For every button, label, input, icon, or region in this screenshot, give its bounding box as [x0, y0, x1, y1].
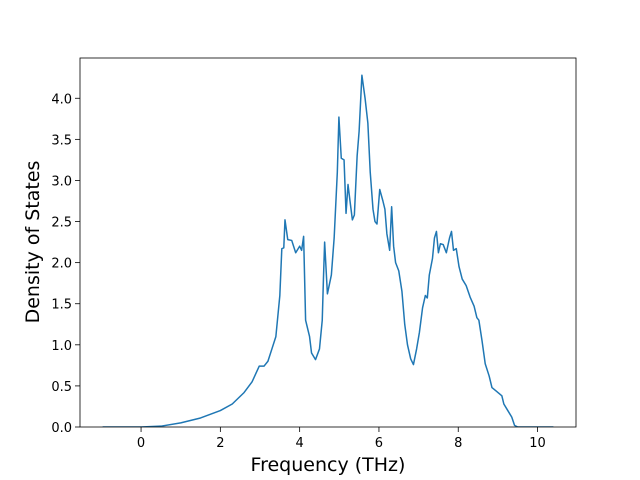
y-tick-label: 1.5 — [51, 298, 72, 313]
data-line — [102, 74, 554, 427]
x-axis-label: Frequency (THz) — [251, 454, 406, 476]
x-tick-label: 10 — [529, 436, 546, 451]
y-tick-label: 0.5 — [51, 380, 72, 395]
x-tick-label: 2 — [216, 436, 224, 451]
y-tick-label: 2.0 — [51, 257, 72, 272]
y-tick-label: 4.0 — [51, 92, 72, 107]
plot-frame — [79, 57, 577, 428]
y-axis-label: Density of States — [22, 161, 44, 324]
x-tick-label: 6 — [375, 436, 383, 451]
y-tick-label: 3.5 — [51, 133, 72, 148]
x-tick-label: 8 — [454, 436, 462, 451]
y-tick-label: 3.0 — [51, 174, 72, 189]
y-tick-label: 2.5 — [51, 216, 72, 231]
x-tick-label: 0 — [137, 436, 145, 451]
y-tick-label: 0.0 — [51, 421, 72, 436]
x-tick-label: 4 — [296, 436, 304, 451]
y-tick-label: 1.0 — [51, 339, 72, 354]
